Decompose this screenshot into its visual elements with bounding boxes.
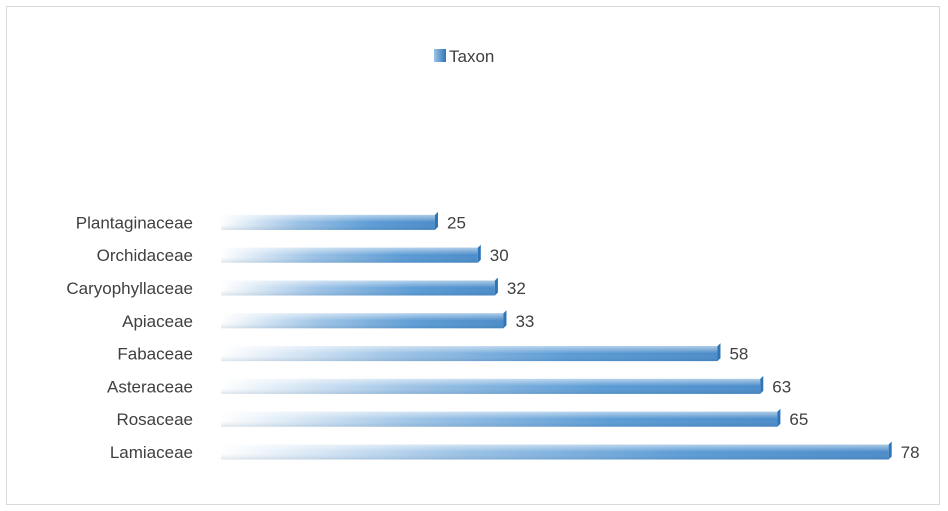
- chart-svg: Taxon Lamiaceae 78 Rosaceae 65 Asteraceae 63 F…: [66, 47, 920, 462]
- plot-area: Lamiaceae 78 Rosaceae 65 Asteraceae 63 Fabacea…: [66, 211, 920, 462]
- category-label-asteraceae: Asteraceae: [107, 377, 193, 396]
- bar-group-orchidaceae: Orchidaceae 30: [97, 244, 509, 265]
- bar-group-apiaceae: Apiaceae 33: [122, 310, 534, 331]
- bar-group-plantaginaceae: Plantaginaceae 25: [76, 211, 466, 232]
- bar-shine-fabaceae: [221, 346, 718, 362]
- bar-cap-lamiaceae: [888, 441, 892, 460]
- chart-frame: Taxon Lamiaceae 78 Rosaceae 65 Asteraceae 63 F…: [6, 6, 940, 505]
- bar-cap-asteraceae: [760, 375, 764, 394]
- value-label-caryophyllaceae: 32: [507, 279, 526, 298]
- bar-group-fabaceae: Fabaceae 58: [117, 343, 748, 364]
- bar-shine-lamiaceae: [221, 444, 889, 460]
- category-label-plantaginaceae: Plantaginaceae: [76, 213, 193, 232]
- bar-shine-plantaginaceae: [221, 214, 435, 230]
- bar-group-caryophyllaceae: Caryophyllaceae 32: [66, 277, 526, 298]
- category-label-caryophyllaceae: Caryophyllaceae: [66, 279, 193, 298]
- bar-cap-apiaceae: [503, 310, 507, 329]
- value-label-fabaceae: 58: [729, 345, 748, 364]
- value-label-plantaginaceae: 25: [447, 213, 466, 232]
- legend-swatch: [434, 49, 446, 62]
- bar-cap-orchidaceae: [477, 244, 481, 263]
- bar-shine-caryophyllaceae: [221, 280, 495, 296]
- legend-label: Taxon: [449, 47, 494, 66]
- bar-shine-asteraceae: [221, 378, 761, 394]
- bar-cap-caryophyllaceae: [494, 277, 498, 296]
- category-label-fabaceae: Fabaceae: [117, 345, 193, 364]
- category-label-rosaceae: Rosaceae: [116, 410, 193, 429]
- bar-cap-fabaceae: [717, 343, 721, 362]
- legend: Taxon: [434, 47, 494, 66]
- value-label-rosaceae: 65: [789, 410, 808, 429]
- value-label-asteraceae: 63: [772, 377, 791, 396]
- bar-shine-apiaceae: [221, 313, 504, 329]
- bar-shine-rosaceae: [221, 411, 778, 427]
- bar-group-asteraceae: Asteraceae 63: [107, 375, 791, 396]
- bar-group-rosaceae: Rosaceae 65: [116, 408, 808, 429]
- category-label-apiaceae: Apiaceae: [122, 312, 193, 331]
- category-label-lamiaceae: Lamiaceae: [110, 443, 193, 462]
- bar-cap-rosaceae: [777, 408, 781, 427]
- bar-shine-orchidaceae: [221, 247, 478, 263]
- value-label-orchidaceae: 30: [490, 246, 509, 265]
- bar-group-lamiaceae: Lamiaceae 78: [110, 441, 920, 462]
- value-label-apiaceae: 33: [515, 312, 534, 331]
- value-label-lamiaceae: 78: [901, 443, 920, 462]
- bar-cap-plantaginaceae: [435, 211, 438, 230]
- category-label-orchidaceae: Orchidaceae: [97, 246, 193, 265]
